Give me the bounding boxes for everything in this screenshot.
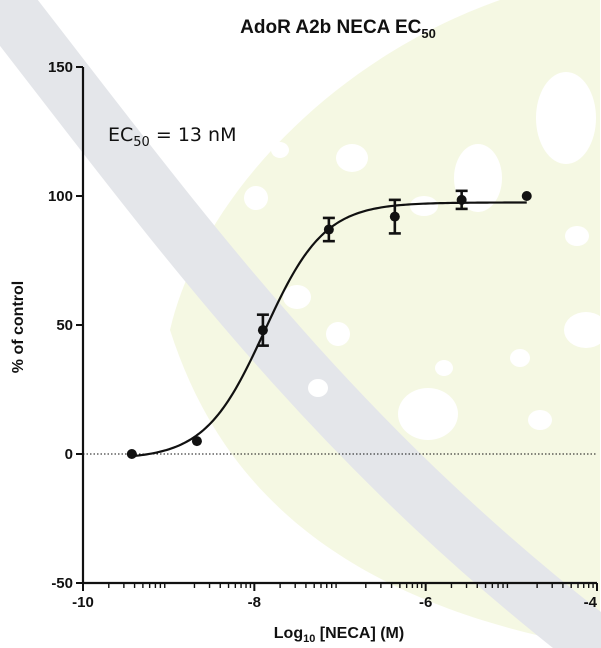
- watermark-dot: [435, 360, 453, 376]
- data-point: [257, 325, 268, 336]
- watermark-dot: [565, 226, 589, 246]
- ec50-annotation: EC50 = 13 nM: [108, 124, 236, 150]
- watermark-dot: [410, 196, 438, 216]
- data-point: [456, 194, 467, 205]
- x-axis-label: Log10 [NECA] (M): [274, 625, 404, 645]
- y-tick-label: 50: [56, 317, 73, 334]
- watermark-dot: [536, 72, 596, 164]
- chart-title: AdoR A2b NECA EC50: [240, 17, 436, 41]
- watermark-dot: [528, 410, 552, 430]
- ec50-annotation-post: = 13 nM: [150, 124, 237, 146]
- x-axis-label-pre: Log: [274, 625, 303, 642]
- y-tick-label: 100: [48, 188, 73, 205]
- ec50-annotation-pre: EC: [108, 124, 133, 146]
- watermark-dot: [336, 144, 368, 172]
- watermark-dots: [244, 72, 601, 440]
- x-tick-label: -4: [584, 594, 598, 611]
- watermark-dot: [564, 312, 601, 348]
- chart-title-main: AdoR A2b NECA EC: [240, 17, 421, 38]
- watermark-dot: [244, 186, 268, 210]
- x-axis-ticks: -10 -8 -6 -4: [72, 583, 598, 611]
- y-tick-label: -50: [51, 575, 73, 592]
- data-point: [191, 436, 202, 447]
- watermark-dot: [308, 379, 328, 397]
- x-axis-label-post: [NECA] (M): [315, 625, 404, 642]
- data-point: [323, 224, 334, 235]
- watermark-dot: [510, 349, 530, 367]
- y-tick-label: 0: [65, 446, 73, 463]
- x-tick-label: -6: [419, 594, 432, 611]
- watermark-dot: [398, 388, 458, 440]
- watermark-dot: [454, 144, 502, 212]
- data-point: [521, 191, 532, 201]
- x-tick-label: -10: [72, 594, 94, 611]
- data-points: [126, 191, 532, 459]
- data-point: [389, 211, 400, 222]
- watermark-dot: [326, 322, 350, 346]
- x-axis-label-subscript: 10: [303, 633, 315, 645]
- watermark-dot: [271, 142, 289, 158]
- y-axis-ticks: -50 0 50 100 150: [48, 59, 83, 592]
- y-tick-label: 150: [48, 59, 73, 76]
- watermark-dot: [283, 285, 311, 309]
- y-axis-label: % of control: [10, 281, 27, 373]
- data-point: [126, 449, 137, 459]
- x-tick-label: -8: [248, 594, 261, 611]
- ec50-annotation-subscript: 50: [133, 135, 150, 150]
- chart-title-subscript: 50: [421, 26, 435, 41]
